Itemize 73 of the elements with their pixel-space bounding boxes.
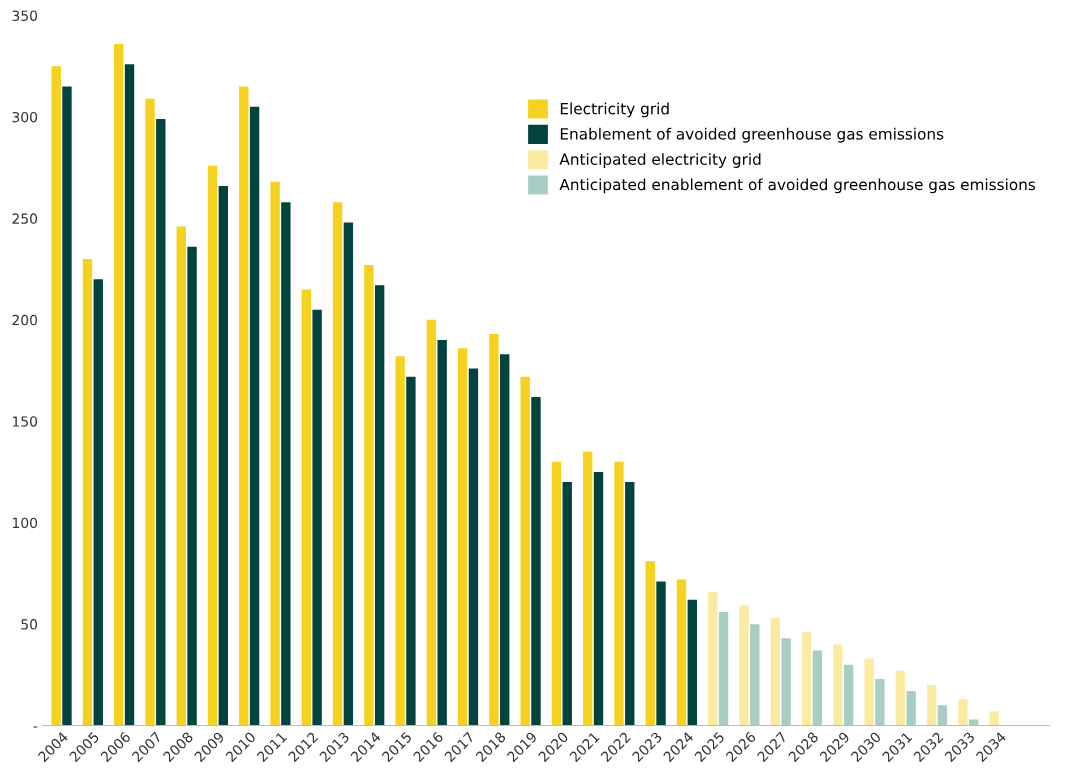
bar	[156, 118, 166, 726]
y-tick-label: 250	[12, 213, 38, 224]
bar	[531, 396, 541, 726]
bar	[114, 43, 124, 726]
legend-label: Anticipated enablement of avoided greenhouse gas emissions	[559, 178, 1036, 194]
bar	[562, 482, 572, 726]
bar	[124, 64, 135, 726]
bar	[364, 265, 374, 726]
bar	[906, 691, 916, 726]
bar	[551, 461, 562, 726]
bar	[520, 376, 530, 726]
bar	[207, 165, 218, 726]
bar	[187, 246, 197, 726]
bar	[625, 482, 635, 726]
bar	[718, 611, 729, 726]
bar	[51, 66, 61, 726]
bar	[708, 591, 718, 726]
y-tick-label: 100	[12, 517, 38, 529]
bar	[750, 624, 760, 726]
bar	[281, 202, 291, 726]
bar	[500, 354, 510, 726]
bar	[833, 644, 843, 726]
y-tick-label: -	[33, 726, 38, 728]
bar	[614, 461, 624, 726]
legend-label: Anticipated electricity grid	[559, 153, 761, 168]
bar	[332, 202, 343, 726]
bar	[145, 98, 155, 726]
bar	[989, 711, 999, 726]
bar	[176, 226, 186, 726]
bar	[895, 670, 906, 726]
y-tick-label: 150	[12, 416, 38, 427]
bar	[676, 579, 687, 726]
bar	[875, 678, 885, 726]
bar	[437, 340, 447, 726]
bar	[489, 334, 499, 726]
bar	[739, 605, 749, 726]
bar	[406, 376, 416, 726]
bar	[583, 451, 593, 726]
bar	[593, 471, 604, 726]
legend-label: Enablement of avoided greenhouse gas emissions	[560, 127, 944, 143]
bar	[468, 368, 479, 726]
bar	[93, 279, 103, 726]
bar	[801, 632, 812, 726]
bar	[426, 319, 437, 726]
y-tick-label: 300	[12, 111, 38, 123]
bar	[781, 638, 791, 726]
bar	[249, 106, 260, 726]
bar	[239, 86, 249, 726]
bar	[645, 561, 655, 726]
bar	[374, 285, 385, 726]
bar	[82, 258, 93, 726]
bar	[395, 356, 405, 726]
y-tick-label: 50	[21, 619, 38, 630]
bar	[457, 348, 468, 726]
bar	[937, 705, 948, 726]
bar	[968, 719, 979, 726]
bar	[958, 699, 968, 726]
bar	[218, 185, 229, 726]
bar	[656, 581, 666, 726]
bar	[343, 222, 354, 726]
bar	[270, 181, 280, 726]
bar	[770, 618, 780, 726]
bar	[864, 658, 874, 726]
legend-label: Electricity grid	[560, 102, 669, 118]
bar	[926, 684, 937, 726]
bar	[312, 309, 322, 726]
y-tick-label: 200	[12, 314, 38, 326]
bar	[687, 599, 697, 726]
bar	[843, 664, 854, 726]
bar	[812, 650, 823, 726]
y-tick-label: 350	[12, 10, 38, 21]
bar	[62, 86, 72, 726]
bar	[301, 289, 312, 726]
